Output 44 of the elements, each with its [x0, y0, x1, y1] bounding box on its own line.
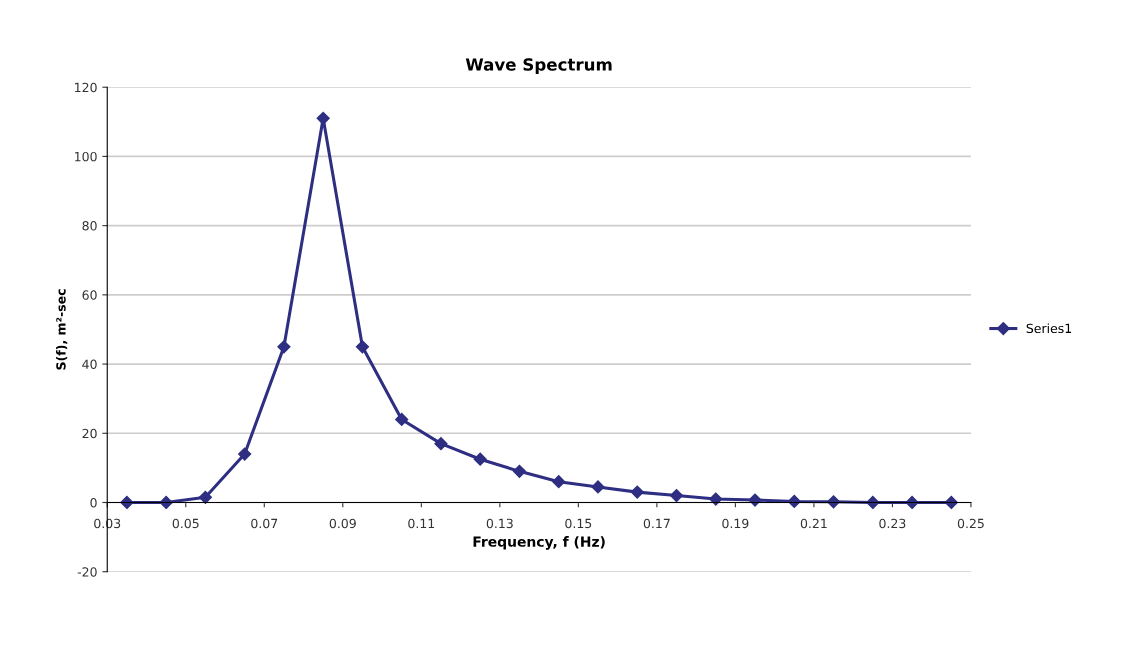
point — [787, 494, 801, 509]
point — [473, 452, 487, 466]
y-axis-title: S(f), m²-sec — [56, 289, 68, 370]
point — [355, 340, 370, 354]
y-tick-label: 120 — [75, 82, 97, 93]
x-tick-label: 0.19 — [722, 518, 749, 529]
point — [552, 475, 566, 489]
x-axis-title: Frequency, f (Hz) — [473, 536, 605, 550]
y-tick-label: 40 — [82, 359, 97, 369]
point — [826, 495, 841, 509]
y-tick-label: 60 — [82, 290, 97, 300]
x-tick-label: 0.23 — [879, 518, 906, 529]
y-tick-label: -20 — [77, 567, 97, 577]
x-tick-label: 0.09 — [329, 518, 356, 529]
x-tick-label: 0.07 — [251, 518, 278, 529]
point — [669, 488, 684, 503]
point — [159, 495, 173, 510]
x-tick-label: 0.17 — [643, 518, 670, 529]
x-tick-label: 0.13 — [486, 518, 513, 529]
x-tick-label: 0.05 — [172, 518, 199, 529]
point — [905, 495, 919, 510]
point — [198, 490, 212, 504]
point — [316, 111, 330, 125]
point — [709, 492, 723, 506]
x-tick-label: 0.25 — [957, 518, 984, 529]
y-tick-label: 80 — [82, 221, 97, 231]
point — [395, 412, 409, 427]
y-tick-label: 0 — [90, 497, 97, 508]
x-tick-label: 0.11 — [408, 518, 435, 529]
x-tick-label: 0.21 — [800, 518, 827, 529]
point — [120, 495, 134, 510]
legend-label: Series1 — [1026, 323, 1072, 334]
y-tick-label: 20 — [82, 428, 97, 439]
point — [591, 480, 605, 494]
point — [630, 485, 644, 499]
point — [866, 495, 880, 510]
x-tick-label: 0.15 — [565, 518, 592, 529]
point — [238, 447, 252, 461]
point — [434, 437, 448, 451]
point — [512, 464, 527, 478]
point — [277, 340, 291, 354]
y-tick-label: 100 — [75, 151, 97, 162]
point — [944, 495, 958, 510]
chart-title: Wave Spectrum — [465, 58, 612, 75]
